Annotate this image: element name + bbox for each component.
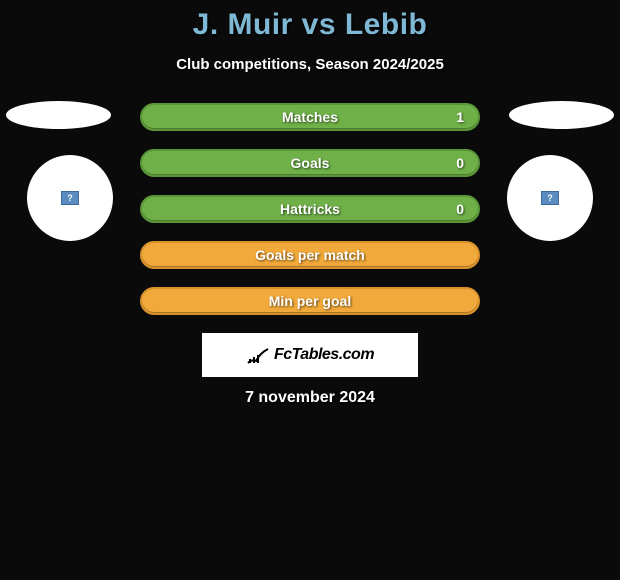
player-left-badge <box>27 155 113 241</box>
stats-rows: Matches 1 Goals 0 Hattricks 0 Goals per … <box>140 103 480 315</box>
stat-value: 0 <box>456 201 464 217</box>
branding-banner[interactable]: FcTables.com <box>202 333 418 377</box>
stat-value: 1 <box>456 109 464 125</box>
snapshot-date: 7 november 2024 <box>0 389 620 407</box>
comparison-area: Matches 1 Goals 0 Hattricks 0 Goals per … <box>0 103 620 315</box>
stat-value: 0 <box>456 155 464 171</box>
stat-label: Min per goal <box>269 293 351 309</box>
placeholder-icon <box>541 191 559 205</box>
stat-row-goals: Goals 0 <box>140 149 480 177</box>
page-title: J. Muir vs Lebib <box>0 8 620 42</box>
player-left-ellipse <box>6 101 111 129</box>
stat-label: Matches <box>282 109 338 125</box>
player-right-badge <box>507 155 593 241</box>
stat-label: Hattricks <box>280 201 340 217</box>
stat-row-goals-per-match: Goals per match <box>140 241 480 269</box>
brand-logo-icon <box>246 345 270 365</box>
placeholder-icon <box>61 191 79 205</box>
stat-row-matches: Matches 1 <box>140 103 480 131</box>
stat-row-hattricks: Hattricks 0 <box>140 195 480 223</box>
stat-row-min-per-goal: Min per goal <box>140 287 480 315</box>
stat-label: Goals per match <box>255 247 365 263</box>
subtitle: Club competitions, Season 2024/2025 <box>0 56 620 73</box>
widget-container: J. Muir vs Lebib Club competitions, Seas… <box>0 0 620 407</box>
player-right-ellipse <box>509 101 614 129</box>
stat-label: Goals <box>291 155 330 171</box>
brand-text: FcTables.com <box>274 346 374 364</box>
